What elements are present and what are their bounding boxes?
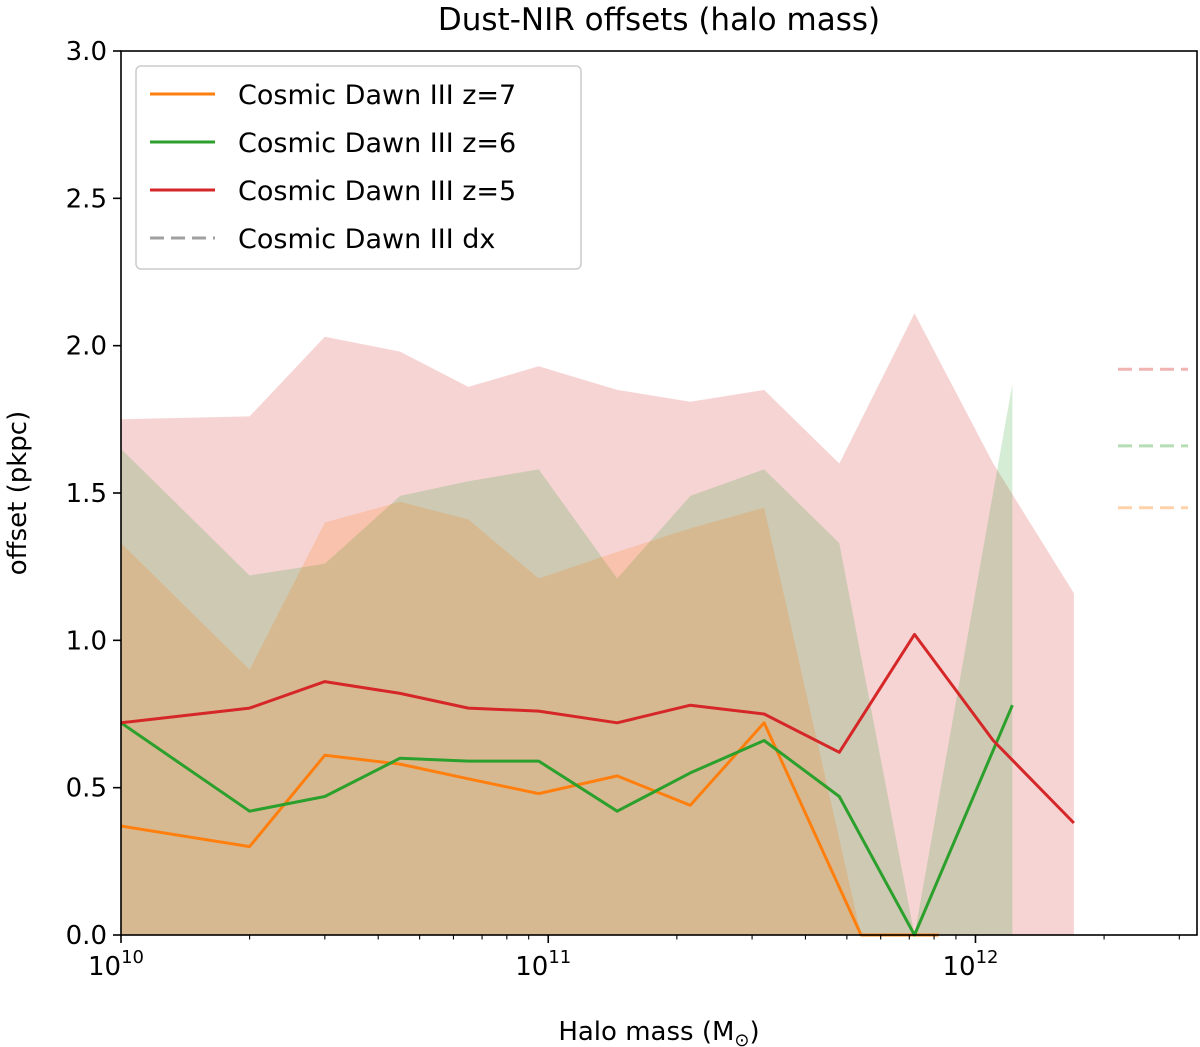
legend-label-cosmic-dawn-iii-z-7: Cosmic Dawn III z=7 xyxy=(238,80,516,111)
y-tick-label: 3.0 xyxy=(66,37,107,67)
x-tick-label: 1010 xyxy=(88,947,144,982)
line-cosmic-dawn-iii-z-6 xyxy=(120,704,1014,937)
legend: Cosmic Dawn III z=7 Cosmic Dawn III z=6 Co… xyxy=(135,65,582,270)
y-tick-label: 2.0 xyxy=(66,332,107,362)
x-axis-title: Halo mass (M⊙) xyxy=(558,1017,759,1047)
chart-title: Dust-NIR offsets (halo mass) xyxy=(438,2,880,38)
y-tick-label: 2.5 xyxy=(66,184,107,214)
x-axis: 1010 1011 1012 xyxy=(88,935,1180,982)
band-cosmic-dawn-iii-z-7 xyxy=(121,501,939,935)
y-tick-label: 1.0 xyxy=(66,626,107,656)
legend-label-cosmic-dawn-iii-z-6: Cosmic Dawn III z=6 xyxy=(238,128,516,159)
legend-box xyxy=(135,65,582,270)
y-axis-title: offset (pkpc) xyxy=(3,411,33,575)
x-axis-title-sub: ⊙ xyxy=(734,1030,749,1047)
y-tick-label: 0.0 xyxy=(66,921,107,951)
dx-markers xyxy=(1118,367,1188,510)
band-cosmic-dawn-iii-z-6 xyxy=(121,384,1013,935)
plot-area xyxy=(120,313,1075,937)
y-axis: 0.0 0.5 1.0 1.5 2.0 2.5 3.0 xyxy=(66,37,121,951)
x-axis-title-text: Halo mass (M xyxy=(558,1017,734,1047)
y-tick-label: 0.5 xyxy=(66,774,107,804)
y-tick-label: 1.5 xyxy=(66,479,107,509)
legend-label-cosmic-dawn-iii-z-5: Cosmic Dawn III z=5 xyxy=(238,176,516,207)
x-tick-label: 1012 xyxy=(942,947,998,982)
line-cosmic-dawn-iii-z-5 xyxy=(120,632,1075,825)
x-axis-title-close: ) xyxy=(750,1017,760,1047)
x-tick-label: 1011 xyxy=(515,947,571,982)
legend-label-cosmic-dawn-iii-dx: Cosmic Dawn III dx xyxy=(238,224,495,255)
